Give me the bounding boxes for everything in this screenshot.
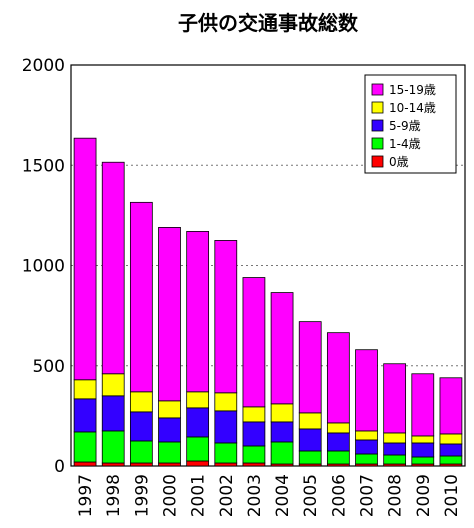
plot-area [70, 64, 466, 467]
legend-swatch [371, 119, 384, 132]
bar-segment [129, 201, 153, 393]
bar-segment [101, 395, 125, 432]
bar-segment [101, 161, 125, 375]
bar-segment [73, 461, 97, 467]
bar-segment [355, 430, 378, 441]
bar-segment [73, 398, 97, 433]
legend: 15-19歳 10-14歳 5-9歳 1-4歳 0歳 [364, 74, 457, 174]
x-tick-label: 1997 [76, 474, 96, 517]
x-tick-label: 2007 [358, 474, 378, 517]
bar-segment [439, 443, 463, 457]
bar-segment [214, 442, 238, 464]
bar-segment [158, 441, 181, 464]
x-axis-ticks: 1997 1998 1999 2000 2001 2002 2003 2004 2005 2006… [76, 474, 462, 517]
bars [73, 137, 463, 467]
bar-segment [242, 421, 266, 447]
bar-segment [411, 456, 435, 465]
x-tick-label: 2009 [414, 474, 434, 517]
bar-segment [214, 410, 238, 444]
bar-segment [214, 392, 238, 412]
x-tick-label: 2005 [301, 474, 321, 517]
x-tick-label: 2004 [273, 474, 293, 517]
y-tick-label: 500 [33, 357, 65, 377]
bar-segment [186, 407, 210, 438]
legend-label: 15-19歳 [389, 83, 436, 97]
bar-segment [411, 442, 435, 458]
bar-segment [355, 349, 378, 432]
x-tick-label: 2003 [245, 474, 265, 517]
y-tick-label: 1500 [22, 156, 65, 176]
bar-segment [129, 411, 153, 442]
bar-segment [270, 441, 294, 465]
legend-label: 5-9歳 [389, 119, 421, 133]
bar-segment [383, 363, 407, 434]
bar-segment [158, 227, 181, 402]
bar-segment [73, 137, 97, 381]
bar-segment [439, 433, 463, 445]
legend-swatch [371, 155, 384, 168]
legend-label: 10-14歳 [389, 101, 436, 115]
bar-segment [186, 391, 210, 409]
x-tick-label: 2000 [161, 474, 181, 517]
bar-segment [73, 431, 97, 463]
bar-segment [439, 377, 463, 435]
bar-segment [326, 432, 350, 452]
y-tick-label: 1000 [22, 257, 65, 277]
bar-segment [298, 321, 322, 414]
bar-segment [158, 417, 181, 443]
legend-swatch [371, 101, 384, 114]
bar-segment [129, 391, 153, 413]
bar-segment [298, 412, 322, 430]
bar-segment [326, 422, 350, 434]
x-tick-label: 1999 [132, 474, 152, 517]
bar-segment [411, 435, 435, 444]
bar-segment [383, 454, 407, 465]
y-tick-label: 2000 [22, 56, 65, 76]
bar-segment [101, 462, 125, 467]
bar-segment [439, 455, 463, 465]
bar-segment [129, 462, 153, 467]
bar-segment [73, 379, 97, 400]
legend-label: 1-4歳 [389, 137, 421, 151]
x-tick-label: 2010 [442, 474, 462, 517]
bar-segment [214, 240, 238, 394]
bar-segment [158, 462, 181, 467]
bar-segment [383, 432, 407, 444]
bar-segment [355, 439, 378, 455]
bar-segment [270, 421, 294, 443]
bar-segment [186, 460, 210, 467]
bar-segment [326, 450, 350, 465]
bar-segment [186, 231, 210, 393]
legend-label: 0歳 [389, 155, 409, 169]
bar-segment [298, 450, 322, 465]
y-axis-ticks: 0 500 1000 1500 2000 [22, 56, 65, 477]
bar-segment [158, 400, 181, 419]
bar-segment [101, 373, 125, 397]
bar-segment [383, 442, 407, 456]
bar-segment [270, 403, 294, 423]
x-tick-label: 1998 [104, 474, 124, 517]
bar-segment [242, 445, 266, 464]
bar-segment [129, 440, 153, 464]
bar-segment [411, 373, 435, 437]
x-tick-label: 2001 [189, 474, 209, 517]
bar-segment [186, 436, 210, 462]
bar-segment [242, 277, 266, 408]
bar-segment [270, 292, 294, 405]
x-tick-label: 2008 [386, 474, 406, 517]
legend-swatch [371, 137, 384, 150]
bar-segment [214, 462, 238, 467]
bar-segment [242, 462, 266, 467]
bar-segment [326, 332, 350, 424]
y-tick-label: 0 [54, 457, 65, 477]
bar-segment [355, 453, 378, 465]
chart-title: 子供の交通事故総数 [178, 11, 359, 35]
bar-segment [242, 406, 266, 423]
legend-swatch [371, 83, 384, 96]
bar-segment [298, 428, 322, 452]
x-tick-label: 2002 [217, 474, 237, 517]
bar-segment [101, 430, 125, 464]
x-tick-label: 2006 [329, 474, 349, 517]
